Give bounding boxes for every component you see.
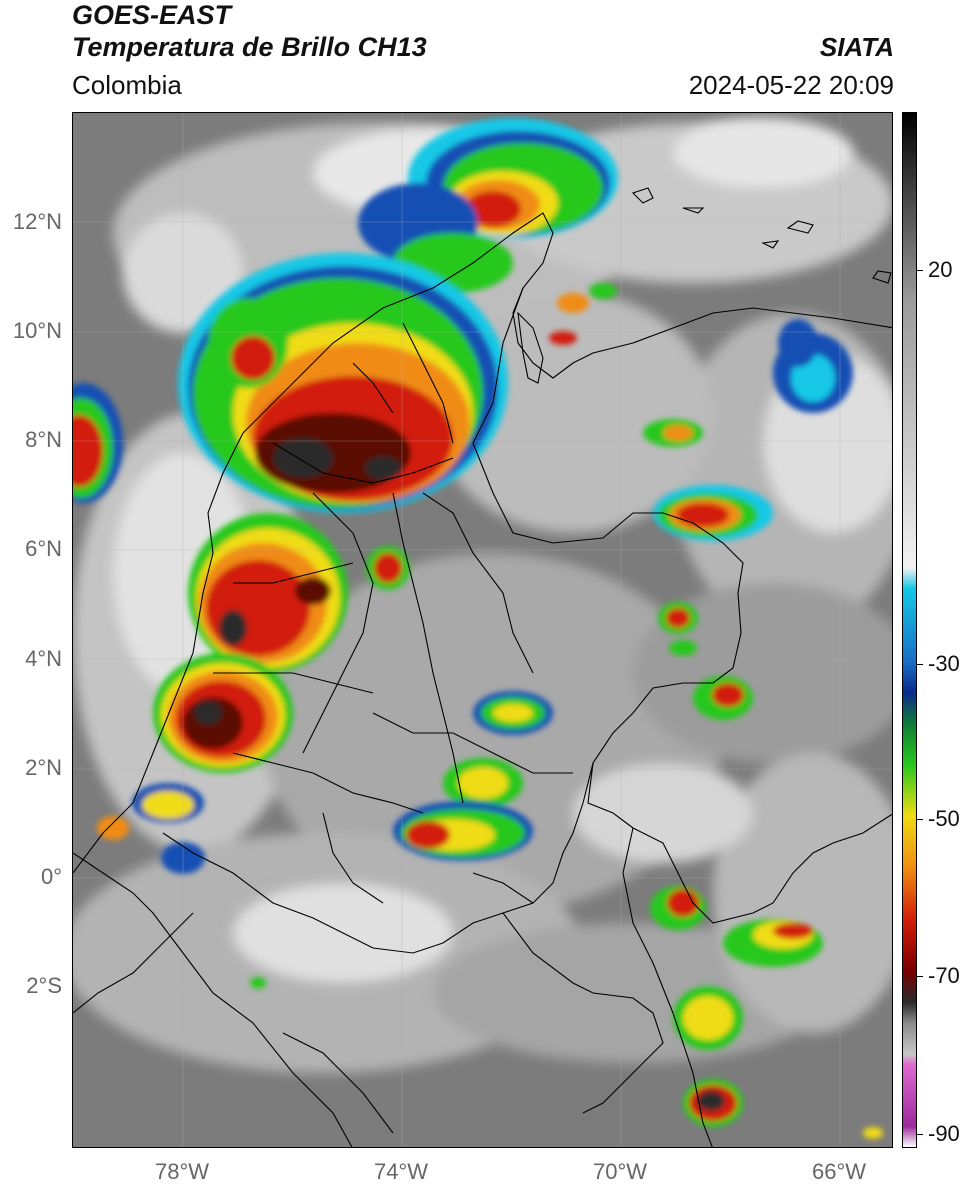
product-subtitle: Temperatura de Brillo CH13 — [72, 32, 427, 62]
lat-label-10n: 10°N — [12, 318, 62, 343]
product-title: GOES-EAST — [72, 0, 232, 30]
colorbar-label-minus70: -70 — [928, 963, 960, 988]
lon-label-70w: 70°W — [592, 1159, 648, 1184]
lat-label-8n: 8°N — [25, 427, 62, 452]
satellite-map[interactable] — [72, 112, 893, 1148]
temperature-colorbar — [902, 112, 917, 1148]
colorbar-tick — [917, 270, 923, 271]
region-label: Colombia — [72, 70, 182, 100]
lat-label-12n: 12°N — [12, 209, 62, 234]
colorbar-tick — [917, 976, 923, 977]
source-label: SIATA — [819, 32, 894, 62]
convective-cells — [73, 118, 883, 1139]
colorbar-tick — [917, 1134, 923, 1135]
lat-label-6n: 6°N — [25, 536, 62, 561]
graticule — [73, 113, 892, 1147]
political-borders — [73, 187, 892, 1147]
datetime-label: 2024-05-22 20:09 — [688, 70, 894, 100]
lon-label-74w: 74°W — [373, 1159, 429, 1184]
lon-label-66w: 66°W — [811, 1159, 867, 1184]
lon-label-78w: 78°W — [154, 1159, 210, 1184]
lat-label-4n: 4°N — [25, 646, 62, 671]
colorbar-tick — [917, 664, 923, 665]
lat-label-2s: 2°S — [26, 973, 62, 998]
colorbar-label-minus90: -90 — [928, 1121, 960, 1146]
lat-label-0: 0° — [40, 864, 62, 889]
lat-label-2n: 2°N — [25, 755, 62, 780]
colorbar-label-20: 20 — [928, 257, 953, 282]
colorbar-label-minus50: -50 — [928, 806, 960, 831]
colorbar-label-minus30: -30 — [928, 651, 960, 676]
colorbar-tick — [917, 819, 923, 820]
